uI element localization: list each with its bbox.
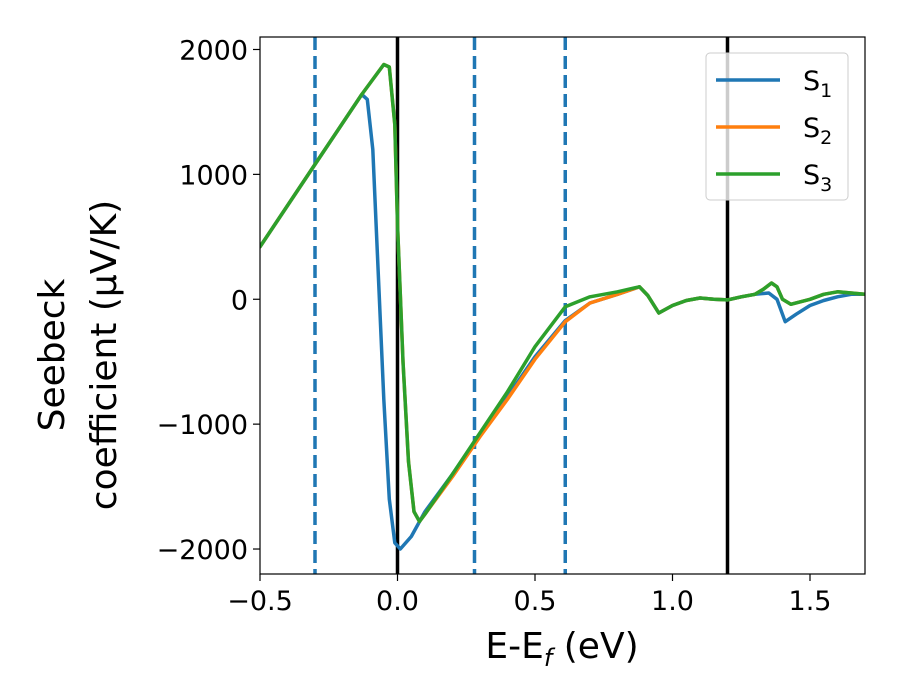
- y-axis-ticks: −2000 −1000 0 1000 2000: [157, 35, 260, 566]
- x-axis-title: E-Ef (eV): [485, 626, 638, 672]
- y-tick-label-3: 1000: [179, 160, 248, 191]
- y-axis-title: Seebeck coefficient (μV/K): [32, 200, 125, 510]
- x-tick-label-1: 0.0: [376, 586, 419, 617]
- x-tick-label-3: 1.0: [651, 586, 694, 617]
- y-axis-title-line1: Seebeck: [32, 278, 73, 431]
- legend: S1 S2 S3: [705, 52, 849, 201]
- x-axis-title-unit: (eV): [552, 626, 638, 667]
- series-line-S3: [260, 62, 865, 524]
- x-tick-label-2: 0.5: [514, 586, 557, 617]
- y-tick-label-2: 0: [231, 285, 248, 316]
- plot-frame: [259, 36, 866, 575]
- x-axis-ticks: −0.5 0.0 0.5 1.0 1.5: [227, 574, 831, 617]
- reference-lines: [313, 37, 730, 574]
- legend-label-S1: S1: [803, 66, 832, 102]
- x-tick-label-0: −0.5: [227, 586, 293, 617]
- x-tick-label-4: 1.5: [789, 586, 832, 617]
- y-tick-label-0: −2000: [157, 535, 248, 566]
- y-tick-label-1: −1000: [157, 410, 248, 441]
- legend-label-S2: S2: [803, 113, 832, 149]
- x-axis-title-main: E-E: [485, 626, 543, 667]
- legend-label-S3: S3: [803, 160, 832, 196]
- y-axis-title-line2: coefficient (μV/K): [84, 200, 125, 510]
- y-tick-label-4: 2000: [179, 35, 248, 66]
- series-lines: [260, 62, 865, 551]
